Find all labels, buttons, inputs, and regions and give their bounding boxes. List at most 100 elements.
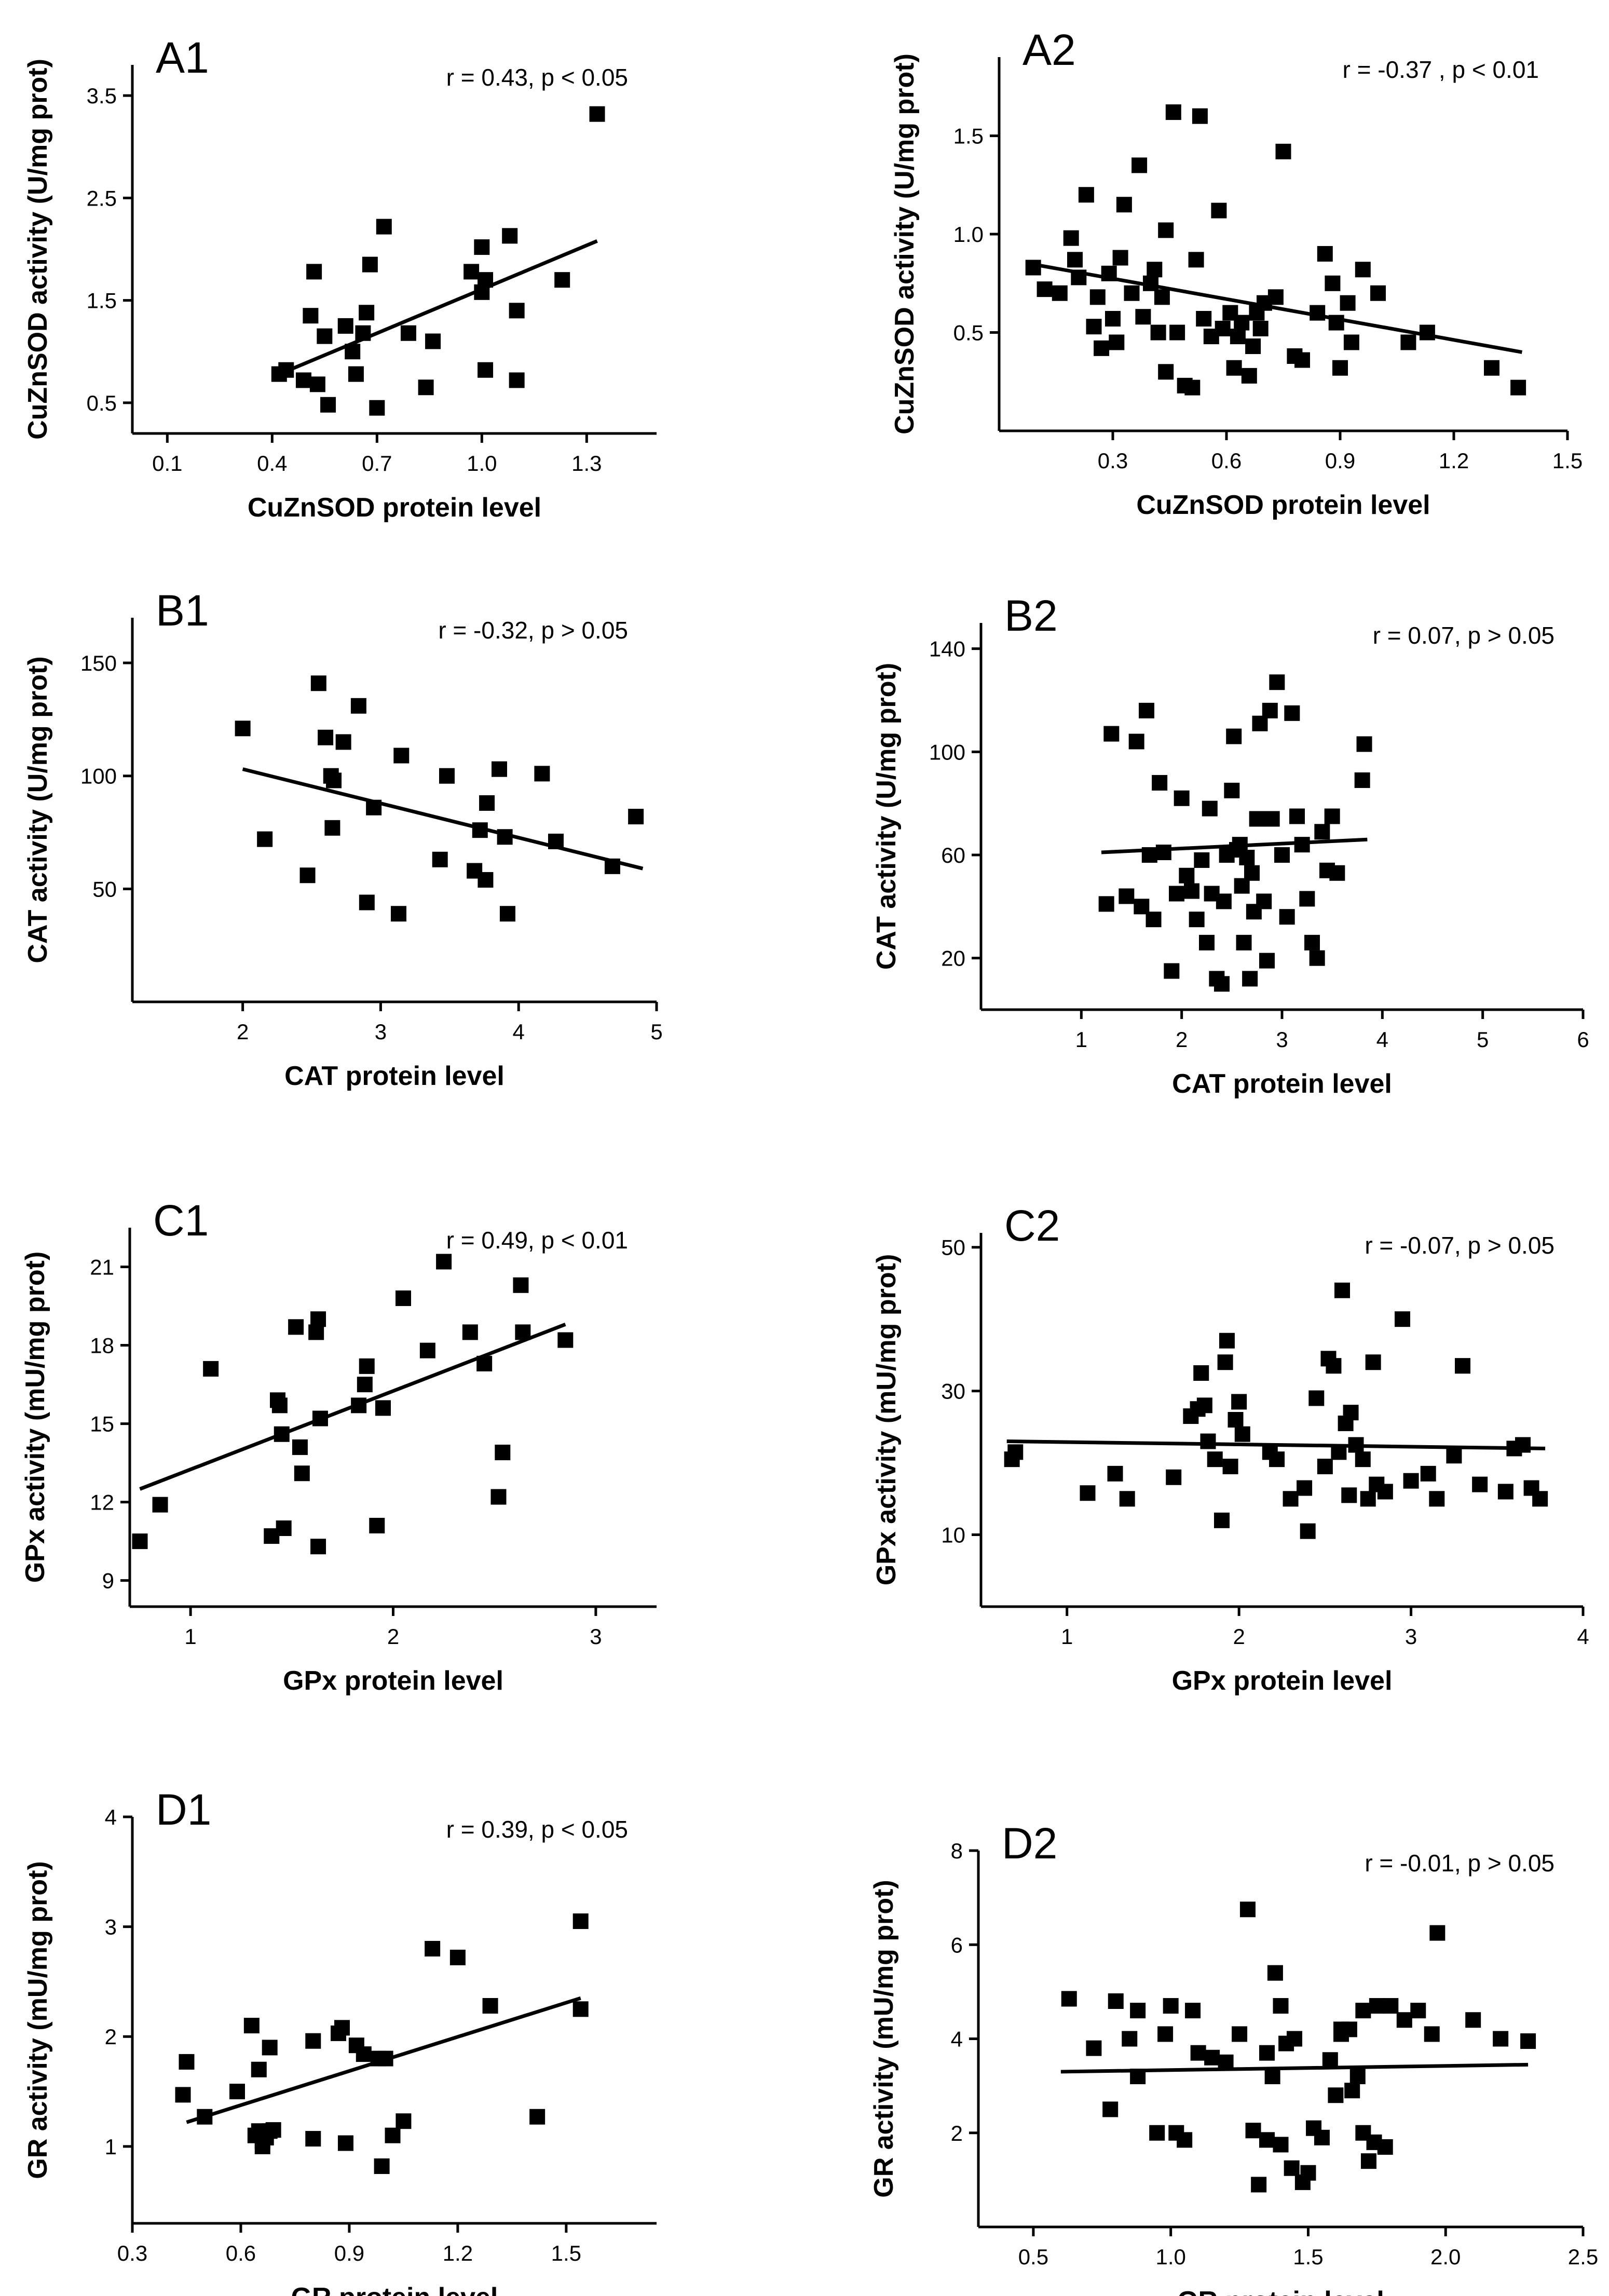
data-point	[257, 831, 273, 847]
data-point	[320, 397, 336, 413]
panel-label: C2	[1004, 1201, 1060, 1250]
data-point	[1177, 2132, 1193, 2148]
data-point	[463, 264, 480, 280]
data-point	[1194, 852, 1210, 868]
data-point	[262, 2040, 278, 2056]
data-point	[1300, 2165, 1316, 2181]
panel-a2: 0.3 0.6 0.9 1.2 1.5 0.5 1.0 1.5 CuZnSOD protein …	[890, 25, 1583, 520]
y-tick-label: 1.0	[953, 222, 984, 247]
data-point	[1269, 1451, 1285, 1468]
data-point	[1174, 790, 1190, 806]
data-point	[1230, 329, 1246, 345]
y-tick-label: 2	[951, 2121, 963, 2145]
data-point	[359, 1358, 375, 1374]
data-point	[1377, 1484, 1393, 1500]
y-tick-label: 100	[929, 740, 965, 764]
x-tick-label: 3	[590, 1624, 602, 1649]
data-point	[1245, 338, 1261, 355]
data-point	[1267, 289, 1284, 305]
data-point	[1354, 772, 1370, 788]
data-point	[312, 1410, 328, 1426]
panel-label: B2	[1004, 591, 1058, 640]
x-axis-title: GPx protein level	[1172, 1666, 1393, 1696]
regression-line	[242, 767, 644, 871]
data-point	[376, 219, 392, 235]
data-point	[1188, 252, 1204, 268]
data-point	[1396, 2012, 1412, 2028]
data-point	[515, 1324, 531, 1340]
data-point	[1289, 808, 1305, 824]
data-point	[350, 698, 366, 714]
y-tick-label: 0.5	[953, 321, 984, 345]
data-point	[1343, 334, 1359, 350]
y-tick-label: 21	[90, 1255, 114, 1280]
data-point	[1202, 800, 1218, 817]
data-point	[419, 1342, 435, 1358]
data-point	[1061, 1991, 1077, 2007]
data-point	[1107, 1465, 1123, 1482]
data-point	[1267, 1965, 1283, 1981]
data-point	[1146, 912, 1162, 928]
data-point	[1424, 2026, 1440, 2042]
data-point	[1078, 187, 1094, 203]
data-point	[369, 1517, 385, 1533]
y-tick-label: 0.5	[87, 391, 117, 415]
data-point	[1204, 2049, 1220, 2066]
y-axis-title: GR activity (mU/mg prot)	[869, 1880, 899, 2198]
data-point	[628, 809, 644, 825]
data-point	[1259, 953, 1275, 969]
data-point	[1377, 2139, 1393, 2155]
x-tick-label: 1.5	[1552, 449, 1583, 473]
data-point	[499, 906, 515, 922]
data-point	[1216, 893, 1232, 909]
data-point	[1184, 379, 1201, 396]
data-point	[175, 2087, 191, 2103]
data-point	[439, 768, 455, 784]
data-point	[1102, 2101, 1119, 2117]
x-tick-label: 4	[1376, 1027, 1388, 1052]
x-tick-label: 2	[237, 1020, 249, 1044]
data-point	[1214, 1512, 1230, 1528]
x-tick-label: 5	[650, 1020, 662, 1044]
data-point	[1309, 950, 1325, 966]
data-point	[306, 264, 322, 280]
y-tick-label: 1.5	[87, 289, 117, 313]
data-point	[355, 325, 371, 341]
data-point	[1355, 262, 1371, 278]
y-tick-label: 10	[941, 1523, 965, 1547]
data-point	[1245, 2123, 1261, 2139]
data-point	[1185, 2003, 1201, 2019]
data-point	[1158, 222, 1174, 238]
x-tick-label: 0.9	[334, 2241, 364, 2265]
x-tick-label: 4	[1577, 1624, 1589, 1649]
data-point	[1515, 1437, 1531, 1453]
data-point	[400, 325, 416, 341]
panel-label: A1	[156, 33, 209, 82]
data-point	[1234, 1426, 1250, 1442]
data-point	[1232, 2026, 1248, 2042]
data-point	[1310, 305, 1326, 321]
y-axis-title: CuZnSOD activity (U/mg prot)	[23, 59, 53, 440]
data-point	[1446, 1448, 1462, 1464]
correlation-stat: r = -0.07, p > 0.05	[1365, 1232, 1555, 1259]
data-point	[1395, 1311, 1410, 1327]
data-point	[345, 344, 361, 360]
data-point	[482, 1998, 498, 2014]
data-point	[351, 1397, 367, 1414]
x-tick-label: 1.2	[443, 2241, 473, 2265]
data-point	[1239, 1901, 1256, 1918]
data-point	[449, 1949, 466, 1965]
data-point	[305, 2033, 321, 2049]
y-tick-label: 1	[105, 2135, 117, 2159]
data-point	[310, 675, 326, 691]
data-point	[1119, 888, 1135, 904]
data-point	[359, 305, 375, 321]
data-point	[1304, 934, 1320, 950]
x-axis-title: CuZnSOD protein level	[1136, 490, 1430, 520]
data-point	[554, 272, 570, 288]
data-point	[1349, 2069, 1366, 2084]
data-point	[197, 2109, 213, 2125]
data-point	[474, 239, 490, 255]
